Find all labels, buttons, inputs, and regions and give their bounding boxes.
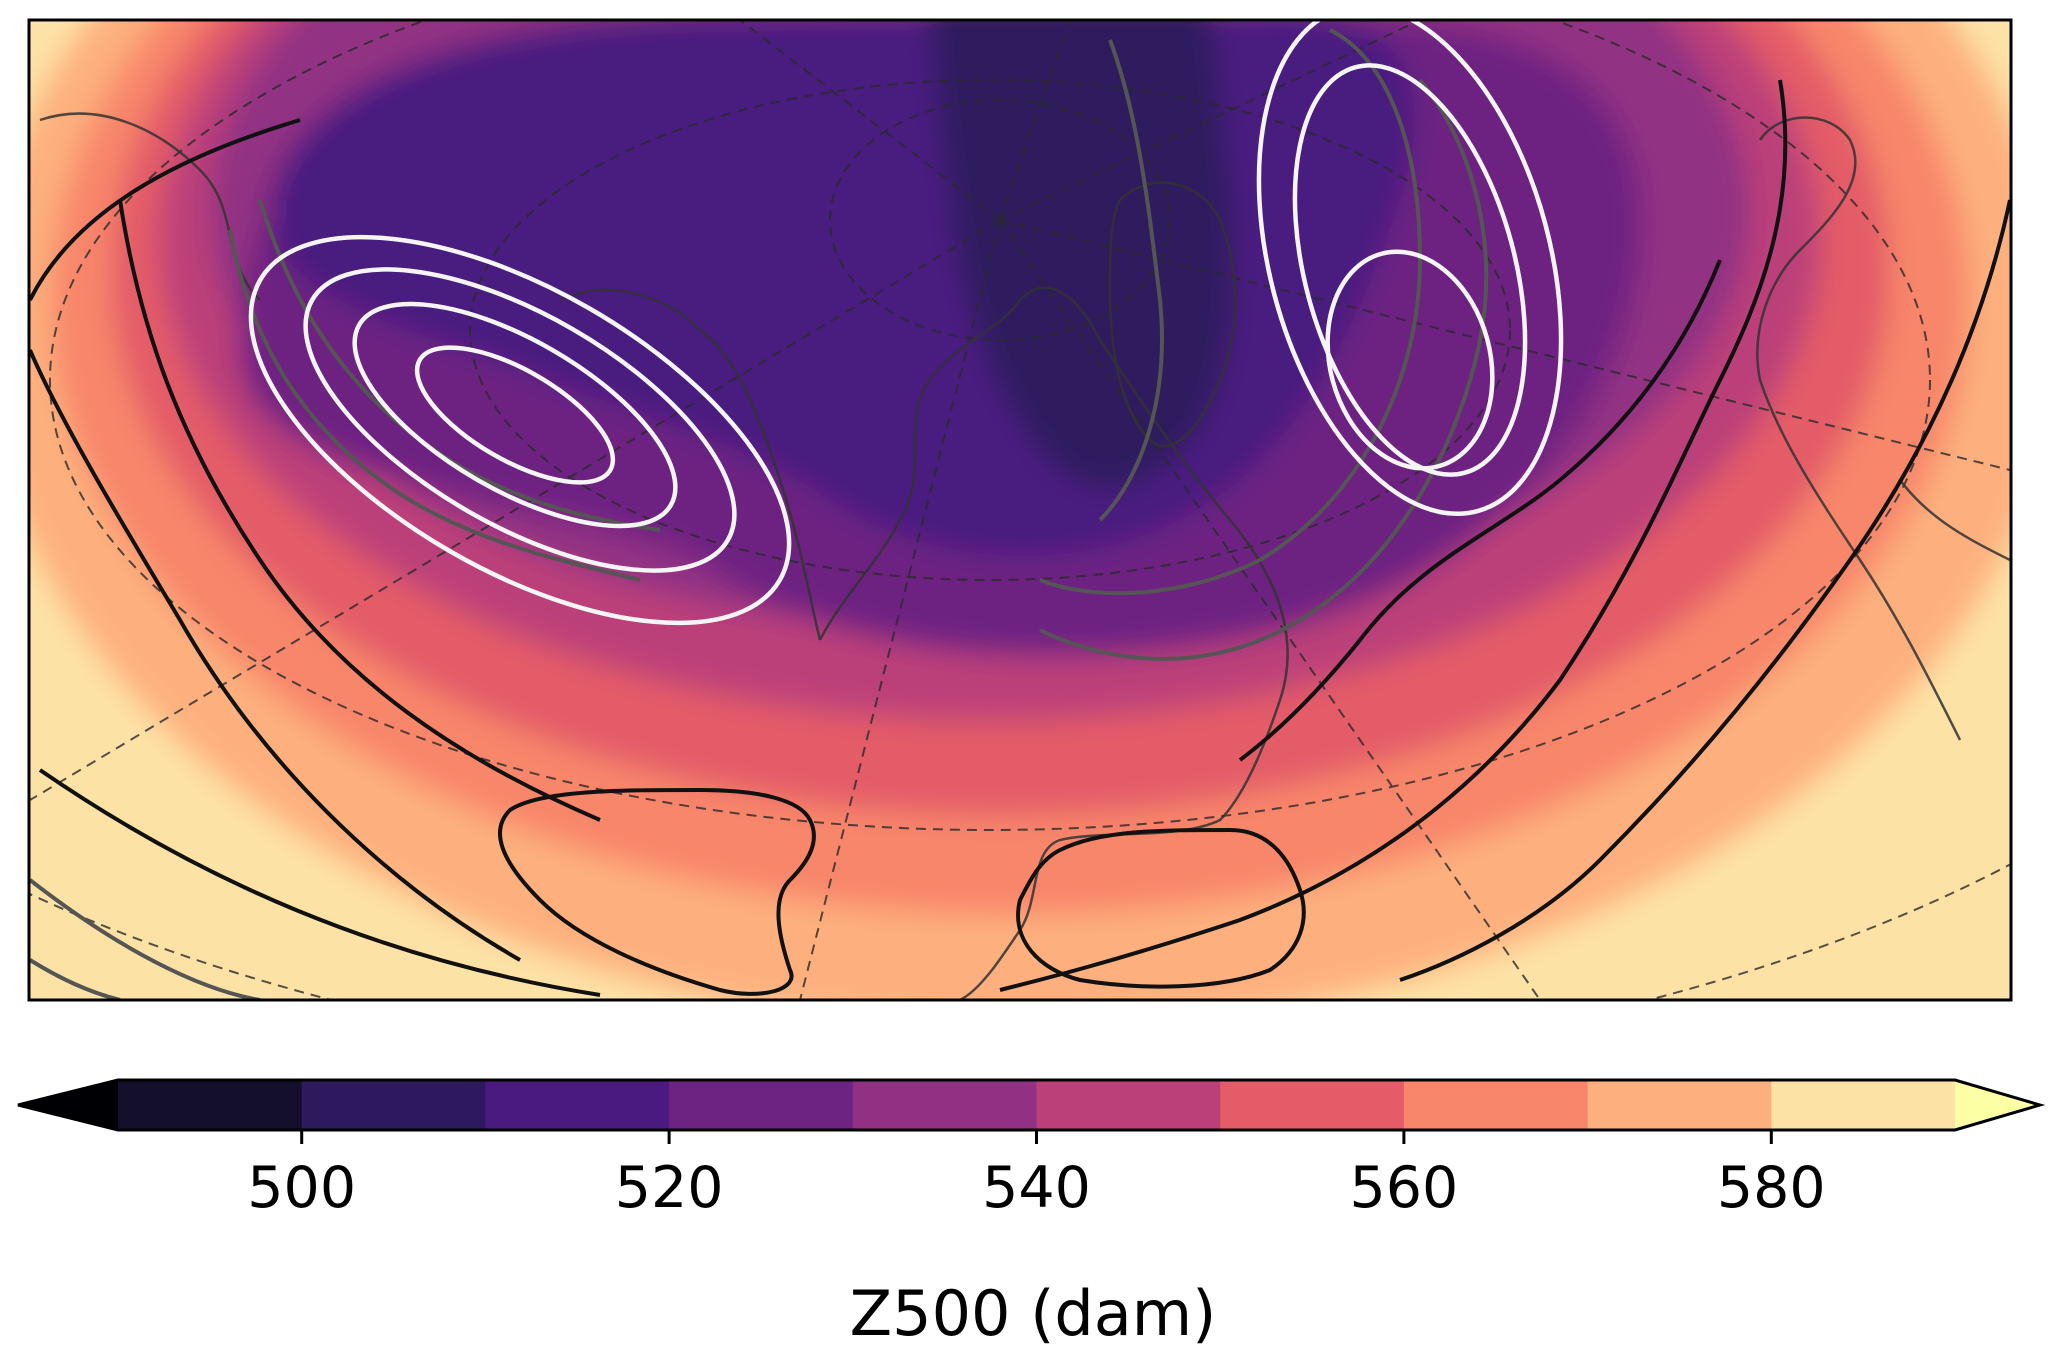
graticule-meridian-1 [29,219,1001,801]
colorbar-swatch-530 [852,1080,1038,1130]
black-contour-east-1 [1238,259,1722,762]
white-contour-pacific-3 [352,301,678,529]
graticule-meridian-3 [999,219,1541,1000]
black-contour-1 [29,349,521,962]
white-contour-pacific-1 [248,234,792,626]
graticule-circle-1 [829,99,1171,341]
colorbar-swatch-520 [669,1080,854,1130]
colorbar-tick-label-520: 520 [615,1155,724,1221]
colorbar-ticks [300,1130,1773,1144]
graticule-meridian-6 [999,20,1071,221]
contour-lines-black [29,79,2011,997]
coast-europe [1756,116,1962,741]
white-contour-atlantic-2 [1292,63,1528,477]
graticule-meridian-4 [999,219,2011,471]
graticule [29,20,2011,1000]
graticule-meridian-2 [799,219,1001,1000]
colorbar-tick-label-540: 540 [982,1155,1091,1221]
colorbar-swatch-490 [118,1080,303,1130]
colorbar-tick-label-500: 500 [247,1155,356,1221]
colorbar: 500 520 540 560 580 Z500 (dam) [17,1078,2046,1350]
grey-contour-4 [1039,28,1423,596]
white-contour-atlantic-3 [1325,249,1495,471]
coast-mediterranean [1899,479,2011,562]
colorbar-swatch-580 [1771,1080,1956,1130]
graticule-circle-3 [49,20,1931,831]
colorbar-outline [17,1078,2046,1132]
white-contour-atlantic-1 [1256,20,1564,516]
black-contour-east-2 [999,79,1788,992]
grey-contour-sw-2 [29,958,121,1000]
graticule-circle-2 [469,79,1511,581]
colorbar-swatch-550 [1220,1080,1405,1130]
colorbar-swatch-500 [301,1080,486,1130]
map-frame [27,18,2013,1002]
grey-contour-1 [228,229,641,582]
map-panel [29,20,2011,1000]
colorbar-tick-label-560: 560 [1350,1155,1459,1221]
black-contour-east-3 [1399,199,2011,982]
grey-contour-sw-1 [29,878,261,1000]
jet-stream-lines-white [248,20,1564,626]
white-contour-pacific-4 [414,345,616,485]
coast-alaska [559,288,822,641]
black-contour-3 [38,768,601,997]
grey-contour-3 [1039,78,1489,661]
white-contour-pacific-2 [303,267,737,573]
colorbar-extend-over [1955,1080,2040,1130]
colorbar-swatch-540 [1036,1080,1221,1130]
colorbar-swatch-510 [485,1080,670,1130]
black-closed-high-atlantic [1016,827,1306,989]
coastlines [39,112,2011,1000]
colorbar-tick-labels: 500 520 540 560 580 [247,1155,1825,1221]
colorbar-extend-under [18,1080,118,1130]
colorbar-tick-label-580: 580 [1717,1155,1826,1221]
graticule-meridian-7 [739,20,1001,221]
grey-contour-5 [1098,39,1164,522]
colorbar-title: Z500 (dam) [850,1277,1217,1350]
black-contour-2 [118,199,601,822]
black-closed-high-pacific [498,787,816,996]
coast-greenland [1108,181,1237,448]
graticule-meridian-5 [999,20,1421,221]
colorbar-swatches [17,1078,2046,1132]
coast-north-america [818,286,1289,1000]
colorbar-swatch-560 [1403,1080,1589,1130]
band-500 [930,20,1233,487]
z500-filled-bands [29,20,2011,1000]
black-contour-outer-west [29,118,301,301]
colorbar-swatch-570 [1587,1080,1772,1130]
